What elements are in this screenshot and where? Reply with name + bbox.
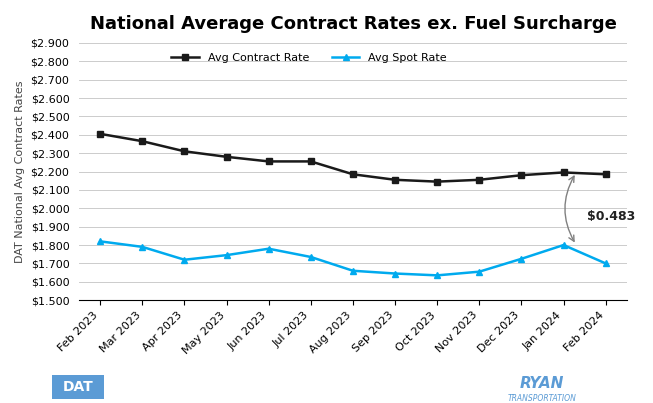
Text: DAT: DAT [63,380,94,394]
Text: $0.483: $0.483 [586,210,635,222]
Text: TRANSPORTATION: TRANSPORTATION [507,394,577,403]
Y-axis label: DAT National Avg Contract Rates: DAT National Avg Contract Rates [15,80,25,263]
Title: National Average Contract Rates ex. Fuel Surcharge: National Average Contract Rates ex. Fuel… [89,15,616,33]
Legend: Avg Contract Rate, Avg Spot Rate: Avg Contract Rate, Avg Spot Rate [167,48,451,67]
Text: RYAN: RYAN [520,376,564,391]
